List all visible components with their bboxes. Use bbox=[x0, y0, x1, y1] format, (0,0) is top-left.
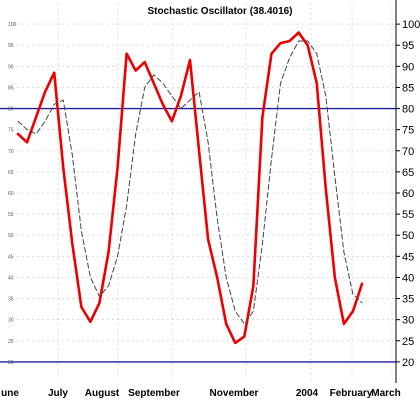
y-tick-label-left-4: 40 bbox=[8, 275, 14, 281]
y-tick-label-right-5: 45 bbox=[402, 251, 414, 263]
y-tick-label-right-12: 80 bbox=[402, 104, 414, 116]
y-tick-label-left-11: 75 bbox=[8, 128, 14, 134]
y-tick-label-right-16: 100 bbox=[402, 19, 420, 31]
y-tick-label-left-9: 65 bbox=[8, 170, 14, 176]
stochastic-k-line bbox=[16, 31, 364, 345]
y-tick-label-left-12: 80 bbox=[8, 107, 14, 113]
y-tick-label-left-15: 95 bbox=[8, 43, 14, 49]
y-tick-label-right-7: 55 bbox=[402, 209, 414, 221]
y-tick-label-right-10: 70 bbox=[402, 146, 414, 158]
y-tick-label-left-16: 100 bbox=[8, 22, 17, 28]
x-tick-label-2: August bbox=[85, 388, 120, 399]
chart-title: Stochastic Oscillator (38.4016) bbox=[147, 6, 292, 17]
grid-lines bbox=[17, 3, 396, 383]
y-tick-label-right-6: 50 bbox=[402, 230, 414, 242]
y-tick-label-right-13: 85 bbox=[402, 82, 414, 94]
y-tick-label-left-8: 60 bbox=[8, 191, 14, 197]
y-tick-label-right-2: 30 bbox=[402, 315, 414, 327]
y-tick-label-left-2: 30 bbox=[8, 318, 14, 324]
x-tick-label-4: November bbox=[210, 388, 259, 399]
y-tick-label-right-15: 95 bbox=[402, 40, 414, 52]
x-tick-label-0: une bbox=[1, 388, 19, 399]
y-tick-label-right-14: 90 bbox=[402, 61, 414, 73]
y-tick-label-left-7: 55 bbox=[8, 212, 14, 218]
x-tick-label-7: March bbox=[371, 388, 400, 399]
y-tick-label-right-9: 65 bbox=[402, 167, 414, 179]
y-tick-label-right-3: 35 bbox=[402, 294, 414, 306]
y-tick-labels-left: 20 25 30 35 40 45 50 55 60 65 70 75 80 85 90 95 100 bbox=[8, 22, 17, 366]
x-tick-labels: une July August September November 2004 Februa… bbox=[1, 388, 401, 399]
y-tick-label-left-14: 90 bbox=[8, 64, 14, 70]
y-tick-label-left-13: 85 bbox=[8, 85, 14, 91]
y-tick-label-left-3: 35 bbox=[8, 297, 14, 303]
stochastic-d-line bbox=[17, 40, 363, 325]
y-tick-label-right-0: 20 bbox=[402, 357, 414, 369]
y-tick-label-left-0: 20 bbox=[8, 360, 14, 366]
reference-lines bbox=[0, 107, 396, 363]
y-tick-label-left-6: 50 bbox=[8, 233, 14, 239]
y-tick-label-right-4: 40 bbox=[402, 272, 414, 284]
x-tick-label-6: February bbox=[330, 388, 373, 399]
x-tick-label-5: 2004 bbox=[296, 388, 319, 399]
x-tick-label-3: September bbox=[128, 388, 180, 399]
y-tick-label-right-11: 75 bbox=[402, 125, 414, 137]
y-tick-label-left-10: 70 bbox=[8, 149, 14, 155]
y-tick-label-right-8: 60 bbox=[402, 188, 414, 200]
y-tick-label-left-1: 25 bbox=[8, 339, 14, 345]
series-lines bbox=[16, 31, 364, 345]
y-tick-label-right-1: 25 bbox=[402, 336, 414, 348]
y-tick-labels-right: 20 25 30 35 40 45 50 55 60 65 70 75 80 85 90 95 100 bbox=[396, 19, 420, 369]
y-tick-label-left-5: 45 bbox=[8, 254, 14, 260]
x-tick-label-1: July bbox=[48, 388, 68, 399]
